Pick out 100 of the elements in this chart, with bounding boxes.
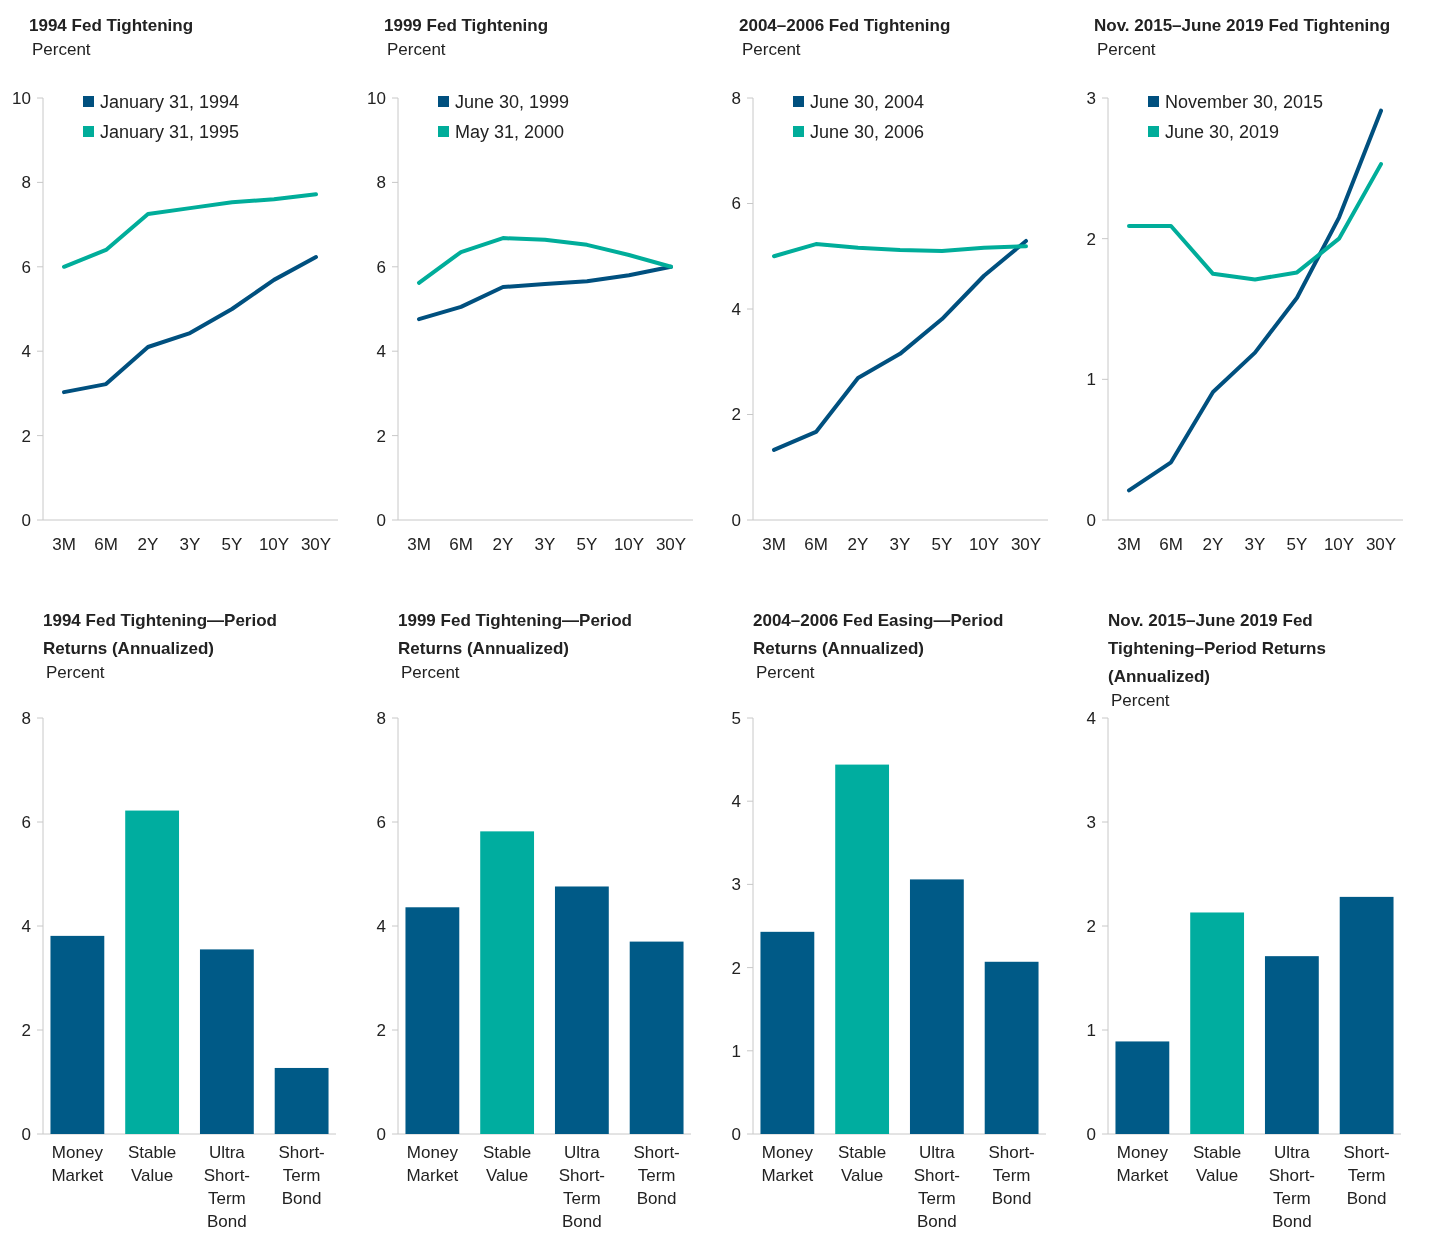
y-tick-label: 6 bbox=[731, 194, 741, 214]
bar bbox=[50, 935, 105, 1134]
chart-title: 1994 Fed Tightening—Period Returns (Annualized) bbox=[43, 611, 277, 658]
x-tick-label: Stable Value bbox=[1193, 1143, 1242, 1185]
y-tick-label: 2 bbox=[731, 958, 741, 978]
legend-label: June 30, 1999 bbox=[455, 92, 570, 113]
y-tick-label: 6 bbox=[376, 257, 386, 277]
bar bbox=[835, 764, 890, 1134]
x-tick-label: 6M bbox=[1159, 535, 1183, 554]
y-tick-label: 2 bbox=[1086, 916, 1096, 936]
x-tick-label: 2Y bbox=[492, 535, 514, 554]
line-series bbox=[772, 242, 1028, 259]
y-tick-label: 2 bbox=[21, 426, 31, 446]
y-tick-label: 0 bbox=[731, 1124, 741, 1144]
line-series bbox=[62, 192, 318, 269]
y-tick-label: 10 bbox=[367, 88, 386, 108]
chart-title: 1999 Fed Tightening bbox=[384, 16, 549, 35]
x-tick-label: Money Market bbox=[406, 1143, 459, 1185]
y-tick-label: 2 bbox=[376, 1020, 386, 1040]
bar bbox=[629, 941, 684, 1134]
x-tick-label: 5Y bbox=[576, 535, 598, 554]
x-tick-label: 3M bbox=[1117, 535, 1141, 554]
line-series bbox=[417, 236, 673, 285]
y-tick-label: 1 bbox=[1086, 370, 1096, 390]
y-tick-label: 2 bbox=[1086, 229, 1096, 249]
chart-subtitle: Percent bbox=[401, 663, 460, 682]
x-tick-label: Short-Term Bond bbox=[278, 1143, 325, 1208]
x-tick-label: 30Y bbox=[1010, 535, 1042, 554]
x-tick-label: 3M bbox=[407, 535, 431, 554]
bar bbox=[1190, 912, 1245, 1134]
x-tick-label: Short-Term Bond bbox=[633, 1143, 680, 1208]
chart-title: 2004–2006 Fed Easing—Period Returns (Annualized) bbox=[753, 611, 1004, 658]
y-tick-label: 6 bbox=[21, 257, 31, 277]
y-tick-label: 8 bbox=[21, 708, 31, 728]
x-tick-label: 3Y bbox=[179, 535, 201, 554]
x-tick-label: 30Y bbox=[300, 535, 332, 554]
y-tick-label: 1 bbox=[731, 1041, 741, 1061]
bar bbox=[274, 1067, 329, 1134]
legend-label: January 31, 1995 bbox=[100, 122, 240, 143]
y-tick-label: 0 bbox=[376, 510, 386, 530]
x-tick-label: Money Market bbox=[761, 1143, 814, 1185]
bar bbox=[909, 879, 964, 1134]
x-tick-label: Money Market bbox=[51, 1143, 104, 1185]
bar bbox=[760, 931, 815, 1134]
y-tick-label: 8 bbox=[376, 708, 386, 728]
y-tick-label: 2 bbox=[376, 426, 386, 446]
line-series bbox=[1127, 162, 1383, 282]
x-tick-label: 3Y bbox=[534, 535, 556, 554]
y-tick-label: 4 bbox=[731, 299, 741, 319]
y-tick-label: 4 bbox=[1086, 708, 1096, 728]
x-tick-label: Ultra Short-Term Bond bbox=[913, 1143, 961, 1231]
x-tick-label: 6M bbox=[804, 535, 828, 554]
y-tick-label: 4 bbox=[376, 916, 386, 936]
y-tick-label: 4 bbox=[731, 792, 741, 812]
x-tick-label: 5Y bbox=[1286, 535, 1308, 554]
chart-subtitle: Percent bbox=[1097, 40, 1156, 59]
y-tick-label: 8 bbox=[376, 173, 386, 193]
bar bbox=[554, 886, 609, 1134]
x-tick-label: Stable Value bbox=[483, 1143, 532, 1185]
legend-label: June 30, 2004 bbox=[810, 92, 925, 113]
y-tick-label: 0 bbox=[1086, 510, 1096, 530]
x-tick-label: Short-Term Bond bbox=[1343, 1143, 1390, 1208]
x-tick-label: Ultra Short-Term Bond bbox=[1268, 1143, 1316, 1231]
x-tick-label: 10Y bbox=[1323, 535, 1355, 554]
legend-label: June 30, 2019 bbox=[1165, 122, 1280, 143]
y-tick-label: 0 bbox=[1086, 1124, 1096, 1144]
x-tick-label: 5Y bbox=[931, 535, 953, 554]
y-tick-label: 5 bbox=[731, 708, 741, 728]
legend-label: November 30, 2015 bbox=[1165, 92, 1324, 113]
bar bbox=[1339, 896, 1394, 1134]
x-tick-label: Ultra Short-Term Bond bbox=[558, 1143, 606, 1231]
x-tick-label: 10Y bbox=[258, 535, 290, 554]
x-tick-label: 3M bbox=[52, 535, 76, 554]
x-tick-label: 2Y bbox=[137, 535, 159, 554]
y-tick-label: 0 bbox=[731, 510, 741, 530]
y-tick-label: 3 bbox=[731, 875, 741, 895]
line-series bbox=[772, 238, 1028, 452]
chart-title: 1994 Fed Tightening bbox=[29, 16, 194, 35]
y-tick-label: 0 bbox=[21, 510, 31, 530]
y-tick-label: 6 bbox=[21, 812, 31, 832]
chart-subtitle: Percent bbox=[1111, 691, 1170, 710]
y-tick-label: 8 bbox=[21, 173, 31, 193]
x-tick-label: Money Market bbox=[1116, 1143, 1169, 1185]
y-tick-label: 0 bbox=[21, 1124, 31, 1144]
line-series bbox=[62, 255, 318, 395]
chart-subtitle: Percent bbox=[742, 40, 801, 59]
bar bbox=[199, 949, 254, 1134]
y-tick-label: 3 bbox=[1086, 88, 1096, 108]
bar bbox=[1115, 1041, 1170, 1134]
y-tick-label: 4 bbox=[376, 342, 386, 362]
y-tick-label: 2 bbox=[21, 1020, 31, 1040]
x-tick-label: 6M bbox=[449, 535, 473, 554]
y-tick-label: 4 bbox=[21, 342, 31, 362]
y-tick-label: 8 bbox=[731, 88, 741, 108]
chart-subtitle: Percent bbox=[46, 663, 105, 682]
x-tick-label: 10Y bbox=[968, 535, 1000, 554]
chart-title: Nov. 2015–June 2019 Fed Tightening bbox=[1094, 16, 1391, 35]
legend-label: June 30, 2006 bbox=[810, 122, 925, 143]
x-tick-label: 3M bbox=[762, 535, 786, 554]
y-tick-label: 2 bbox=[731, 405, 741, 425]
